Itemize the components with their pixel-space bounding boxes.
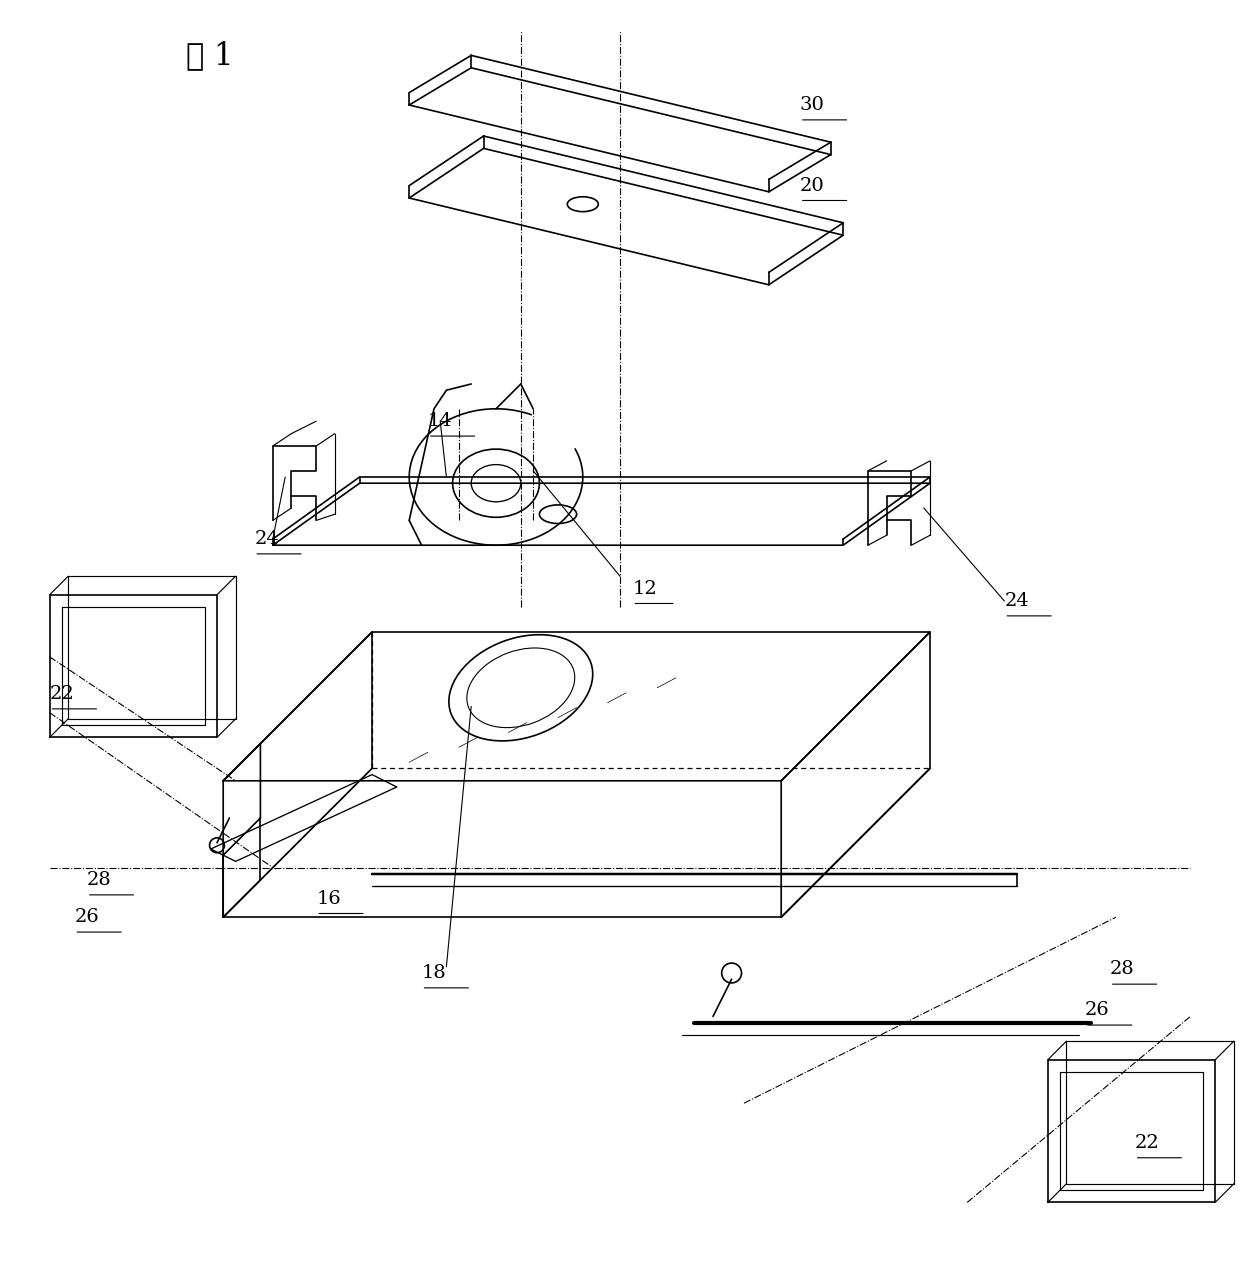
Text: 30: 30	[800, 96, 825, 114]
Text: 图 1: 图 1	[186, 40, 233, 71]
Text: 22: 22	[50, 685, 74, 703]
Text: 24: 24	[1004, 592, 1029, 611]
Text: 24: 24	[254, 530, 279, 549]
Text: 18: 18	[422, 964, 446, 982]
Text: 26: 26	[74, 909, 99, 927]
Text: 16: 16	[316, 890, 341, 908]
Text: 20: 20	[800, 177, 825, 195]
Text: 28: 28	[87, 871, 112, 889]
Text: 26: 26	[1085, 1001, 1110, 1019]
Text: 14: 14	[428, 412, 453, 430]
Text: 22: 22	[1135, 1134, 1159, 1152]
Text: 28: 28	[1110, 961, 1135, 978]
Text: 12: 12	[632, 580, 657, 598]
